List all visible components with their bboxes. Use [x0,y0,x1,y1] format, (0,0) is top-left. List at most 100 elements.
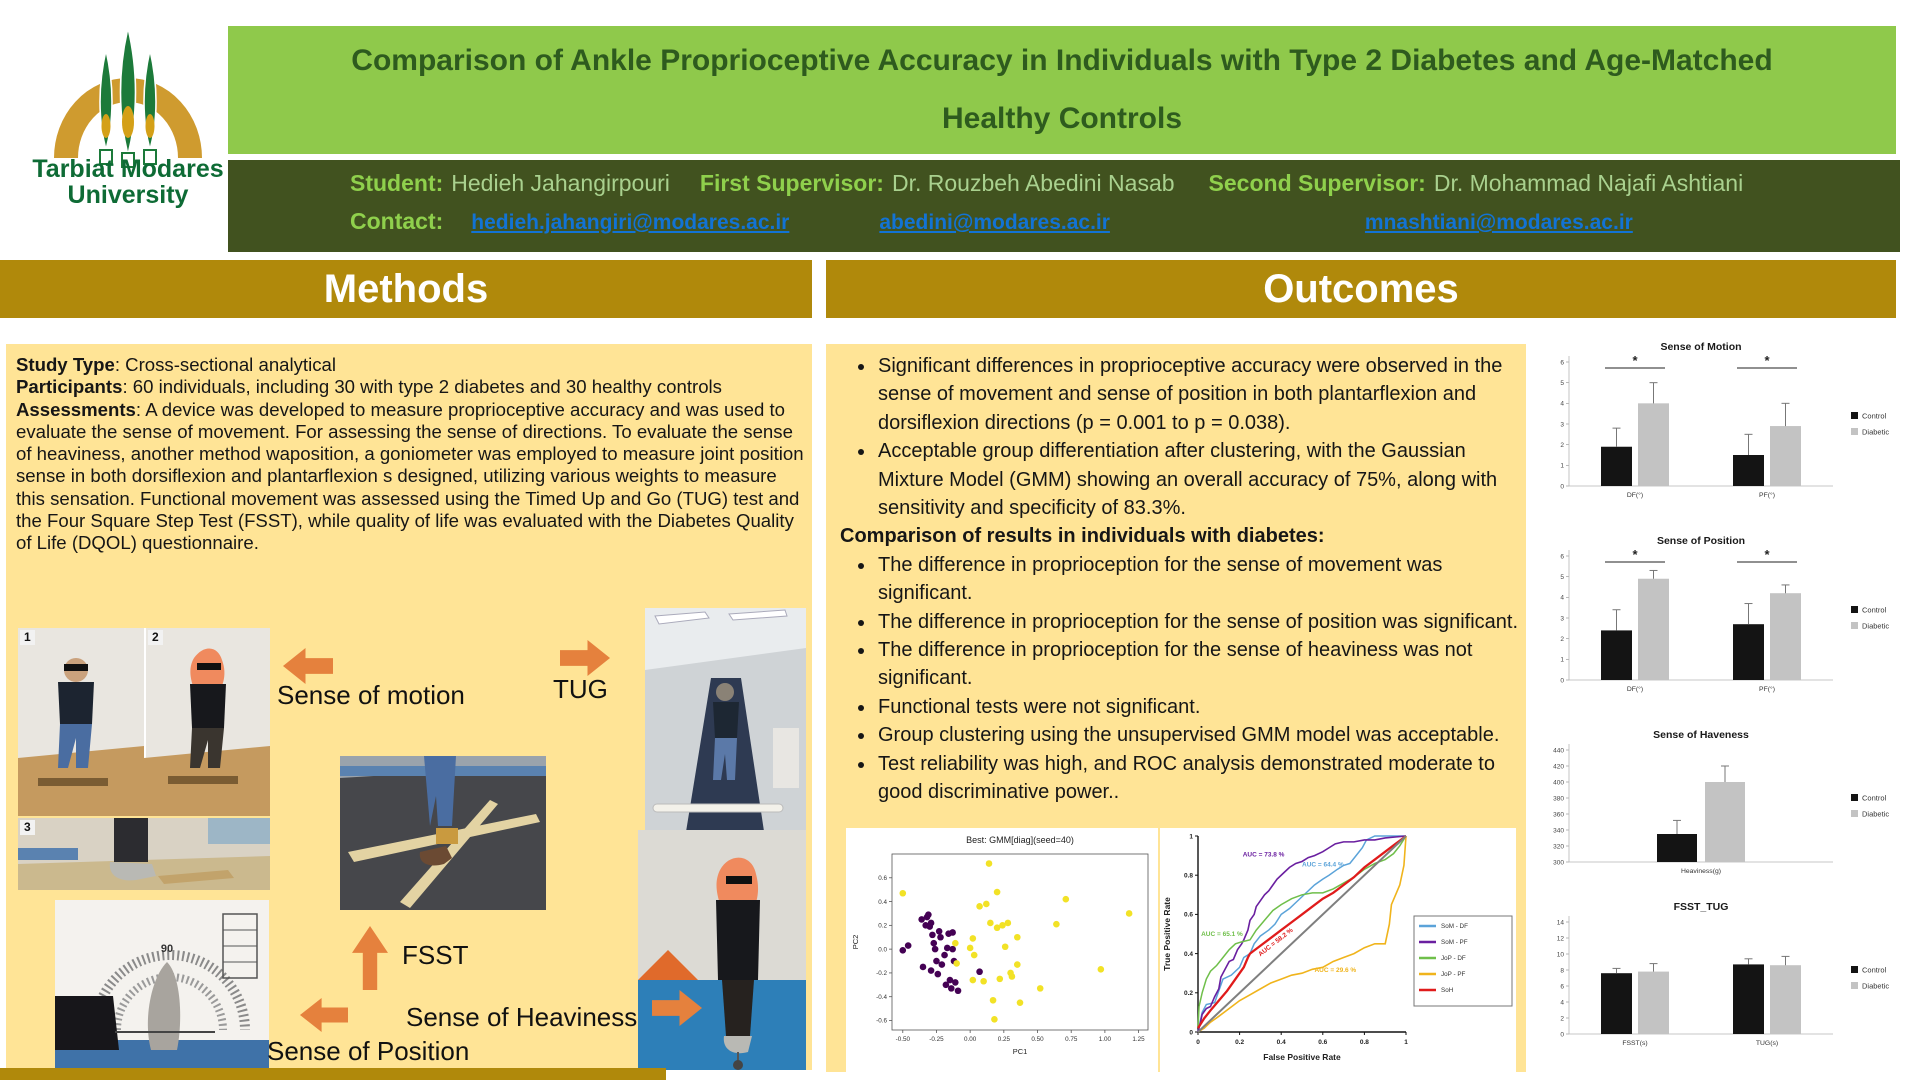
sense-of-haveness-chart: Sense of Haveness 300 320 340 360 380 400 420 44… [1553,729,1889,875]
methods-text: Study Type: Cross-sectional analytical Pa… [16,354,808,555]
svg-text:PF(°): PF(°) [1759,685,1775,693]
svg-text:0.25: 0.25 [998,1036,1011,1043]
student-label: Student: [350,170,444,196]
svg-text:340: 340 [1553,827,1564,834]
photo-sense-of-position-protractor: 90 [55,900,269,1070]
arrow-up-fsst-icon [352,926,388,990]
svg-text:*: * [1632,353,1638,368]
photo-foot-platform: 3 [18,818,270,890]
svg-text:FSST_TUG: FSST_TUG [1674,901,1729,913]
authors-band: Student: Hedieh Jahangirpouri First Supe… [228,160,1900,252]
svg-text:0.8: 0.8 [1360,1039,1369,1046]
supervisor1-label: First Supervisor: [699,170,884,196]
svg-text:0.4: 0.4 [878,899,887,906]
svg-text:0: 0 [1189,1029,1193,1036]
svg-text:0.4: 0.4 [1184,951,1193,958]
methods-section-header: Methods [0,260,812,318]
supervisor2-label: Second Supervisor: [1208,170,1426,196]
svg-text:3: 3 [1560,615,1564,622]
label-tug: TUG [553,674,608,704]
photo-sense-of-heaviness [638,830,806,1070]
outcomes-section-header: Outcomes [826,260,1896,318]
bottom-gold-strip [0,1068,666,1080]
email-supervisor1-link[interactable]: abedini@modares.ac.ir [879,211,1110,234]
svg-text:1.25: 1.25 [1132,1036,1145,1043]
tug-photo-icon [645,608,806,838]
svg-text:360: 360 [1553,811,1564,818]
university-name-line1: Tarbiat Modares [32,155,224,183]
svg-text:320: 320 [1553,843,1564,850]
svg-text:0.75: 0.75 [1065,1036,1078,1043]
svg-text:SoM - PF: SoM - PF [1441,939,1468,946]
poster-title-line1: Comparison of Ankle Proprioceptive Accur… [351,44,1773,77]
svg-text:-0.25: -0.25 [929,1036,944,1043]
svg-text:AUC = 65.1 %: AUC = 65.1 % [1201,931,1243,938]
svg-text:12: 12 [1557,935,1565,942]
photo-sense-of-motion-setup: 1 2 [18,628,270,816]
svg-text:Control: Control [1862,606,1887,615]
authors-row: Student: Hedieh Jahangirpouri First Supe… [350,170,1900,208]
svg-text:SoH: SoH [1441,987,1454,994]
photo-number-1: 1 [20,630,35,645]
label-sense-of-motion: Sense of motion [277,680,465,710]
svg-text:2: 2 [1560,636,1564,643]
svg-text:*: * [1764,547,1770,562]
svg-text:Control: Control [1862,412,1887,421]
svg-text:4: 4 [1560,999,1564,1006]
svg-text:JoP - PF: JoP - PF [1441,971,1466,978]
svg-text:300: 300 [1553,859,1564,866]
supervisor1-name: Dr. Rouzbeh Abedini Nasab [891,170,1175,196]
svg-text:6: 6 [1560,553,1564,560]
outcomes-bullets-top: Significant differences in proprioceptiv… [834,352,1520,522]
svg-text:PF(°): PF(°) [1759,491,1775,499]
svg-text:FSST(s): FSST(s) [1622,1040,1647,1047]
svg-text:-0.50: -0.50 [896,1036,911,1043]
arrow-right-tug-icon [560,640,610,676]
svg-text:AUC = 29.6 %: AUC = 29.6 % [1314,967,1356,974]
svg-text:6: 6 [1560,983,1564,990]
label-fsst: FSST [402,940,469,970]
svg-text:10: 10 [1557,951,1565,958]
contact-label: Contact: [350,208,444,234]
sense-of-position-chart: Sense of Position 0 1 2 3 4 5 6 DF(°) * PF(°) * Cont… [1560,535,1889,693]
svg-text:0.6: 0.6 [1184,912,1193,919]
gmm-scatter-chart: Best: GMM[diag](seed=40) -0.50 -0.25 0.00 0.… [851,835,1149,1056]
svg-text:1: 1 [1560,463,1564,470]
svg-text:Control: Control [1862,966,1887,975]
svg-text:Diabetic: Diabetic [1862,810,1889,819]
outcomes-panel: Significant differences in proprioceptiv… [826,344,1526,1072]
svg-text:440: 440 [1553,747,1564,754]
svg-text:Heaviness(g): Heaviness(g) [1681,868,1721,875]
contact-row: Contact: hedieh.jahangiri@modares.ac.ir … [350,208,1900,246]
svg-text:0: 0 [1560,1031,1564,1038]
foot-platform-photo-icon [18,818,270,890]
svg-text:Sense of Position: Sense of Position [1657,535,1745,547]
methods-panel: Study Type: Cross-sectional analytical Pa… [6,344,812,1070]
poster-title-band: Comparison of Ankle Proprioceptive Accur… [228,26,1896,154]
svg-text:0.6: 0.6 [1318,1039,1327,1046]
svg-text:False Positive Rate: False Positive Rate [1263,1052,1341,1062]
svg-text:DF(°): DF(°) [1627,491,1643,499]
svg-text:Control: Control [1862,794,1887,803]
svg-text:SoM - DF: SoM - DF [1441,923,1468,930]
svg-text:Sense of Haveness: Sense of Haveness [1653,729,1749,741]
svg-text:0.4: 0.4 [1277,1039,1286,1046]
svg-text:5: 5 [1560,380,1564,387]
outcomes-bullet: Acceptable group differentiation after c… [876,437,1520,522]
svg-text:1.00: 1.00 [1099,1036,1112,1043]
outcomes-subheading: Comparison of results in individuals wit… [840,525,1325,548]
email-supervisor2-link[interactable]: mnashtiani@modares.ac.ir [1364,211,1633,234]
svg-text:Sense of Motion: Sense of Motion [1660,341,1741,353]
poster-title-line2: Healthy Controls [941,102,1183,135]
sense-of-motion-photo-icon [18,628,270,816]
svg-text:1: 1 [1404,1039,1408,1046]
photo-fsst-test [340,756,546,910]
outcomes-bullet: Significant differences in proprioceptiv… [876,352,1520,437]
svg-text:2: 2 [1560,442,1564,449]
svg-text:Diabetic: Diabetic [1862,428,1889,437]
svg-text:0: 0 [1196,1039,1200,1046]
roc-chart: 00 0.2 0.2 0.4 0.4 0.6 0.6 0.8 0.8 1 1 False Positi… [1162,833,1513,1062]
email-student-link[interactable]: hedieh.jahangiri@modares.ac.ir [471,211,790,234]
svg-text:DF(°): DF(°) [1627,685,1643,693]
outcomes-bullet: The difference in proprioception for the… [876,551,1520,608]
